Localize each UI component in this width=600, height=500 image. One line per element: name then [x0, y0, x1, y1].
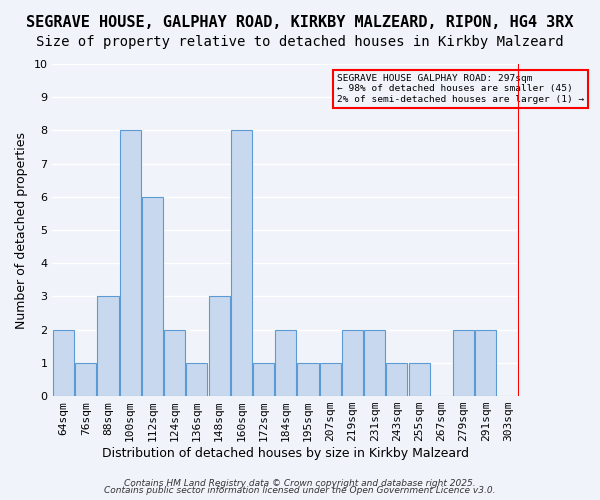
Bar [164, 330, 185, 396]
Bar [187, 363, 208, 396]
X-axis label: Distribution of detached houses by size in Kirkby Malzeard: Distribution of detached houses by size … [102, 447, 469, 460]
Text: Size of property relative to detached houses in Kirkby Malzeard: Size of property relative to detached ho… [36, 35, 564, 49]
Bar [409, 363, 430, 396]
Bar [386, 363, 407, 396]
Bar [453, 330, 474, 396]
Text: SEGRAVE HOUSE GALPHAY ROAD: 297sqm
← 98% of detached houses are smaller (45)
2% : SEGRAVE HOUSE GALPHAY ROAD: 297sqm ← 98%… [337, 74, 584, 104]
Bar [364, 330, 385, 396]
Bar [53, 330, 74, 396]
Bar [75, 363, 97, 396]
Bar [275, 330, 296, 396]
Bar [97, 296, 119, 396]
Bar [320, 363, 341, 396]
Text: SEGRAVE HOUSE, GALPHAY ROAD, KIRKBY MALZEARD, RIPON, HG4 3RX: SEGRAVE HOUSE, GALPHAY ROAD, KIRKBY MALZ… [26, 15, 574, 30]
Bar [298, 363, 319, 396]
Bar [142, 197, 163, 396]
Text: Contains public sector information licensed under the Open Government Licence v3: Contains public sector information licen… [104, 486, 496, 495]
Bar [253, 363, 274, 396]
Bar [231, 130, 252, 396]
Bar [119, 130, 141, 396]
Bar [475, 330, 496, 396]
Bar [209, 296, 230, 396]
Y-axis label: Number of detached properties: Number of detached properties [15, 132, 28, 328]
Bar [342, 330, 363, 396]
Text: Contains HM Land Registry data © Crown copyright and database right 2025.: Contains HM Land Registry data © Crown c… [124, 478, 476, 488]
